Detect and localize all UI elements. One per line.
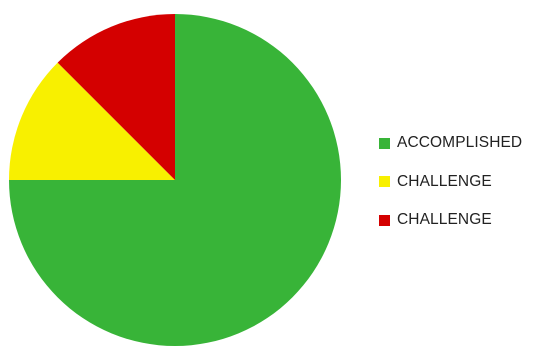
chart-legend: ACCOMPLISHED CHALLENGE CHALLENGE bbox=[379, 131, 534, 247]
legend-item-accomplished: ACCOMPLISHED bbox=[379, 131, 534, 155]
pie-slices bbox=[9, 14, 341, 346]
pie-plot-area bbox=[9, 14, 341, 346]
legend-swatch-challenge-red bbox=[379, 214, 390, 226]
pie-slice-challenge-red bbox=[57, 14, 176, 180]
legend-swatch-challenge-yellow bbox=[379, 176, 390, 187]
legend-swatch-accomplished bbox=[379, 137, 390, 149]
legend-item-challenge-yellow: CHALLENGE bbox=[379, 170, 534, 194]
legend-label-challenge-yellow: CHALLENGE bbox=[397, 172, 492, 190]
legend-label-accomplished: ACCOMPLISHED bbox=[397, 134, 523, 151]
legend-item-challenge-red: CHALLENGE bbox=[379, 208, 534, 232]
legend-label-challenge-red: CHALLENGE bbox=[397, 211, 492, 228]
pie-slice-challenge-yellow bbox=[9, 62, 175, 181]
